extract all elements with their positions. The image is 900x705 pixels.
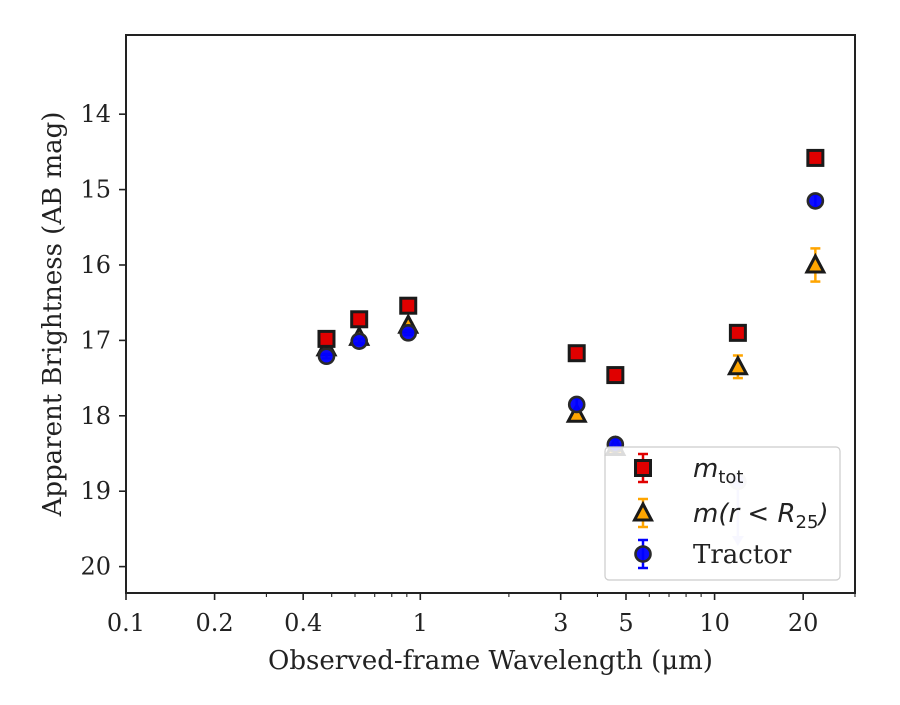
legend-marker-square <box>634 459 652 477</box>
y-tick-label: 20 <box>80 553 111 581</box>
data-point-circle <box>567 395 586 414</box>
data-point-circle <box>399 324 418 342</box>
y-tick-label: 18 <box>80 402 111 430</box>
x-tick-label: 0.2 <box>196 609 234 637</box>
marker-circle <box>567 395 586 414</box>
legend-entry: mtot <box>634 452 743 488</box>
data-point-square <box>567 344 586 363</box>
y-tick-label: 16 <box>80 251 111 279</box>
data-point-square <box>728 323 747 342</box>
marker-circle <box>806 192 825 210</box>
x-tick-label: 5 <box>618 609 633 637</box>
data-point-circle <box>806 192 825 210</box>
legend: mtot m(r < R25) Tractor <box>604 446 841 581</box>
x-tick-label: 1 <box>413 609 428 637</box>
legend-marker-triangle <box>632 500 654 522</box>
legend-label: Tractor <box>693 540 792 570</box>
x-tick-label: 0.1 <box>107 609 145 637</box>
y-tick-label: 15 <box>80 176 111 204</box>
legend-label-main: m(r < R <box>693 499 796 529</box>
x-tick-label: 20 <box>788 609 819 637</box>
legend-label: m(r < R25) <box>693 499 829 533</box>
data-point-triangle <box>804 247 827 283</box>
legend-entries: mtot m(r < R25) Tractor <box>632 452 829 570</box>
marker-triangle <box>726 354 749 376</box>
x-tick-label: 0.4 <box>284 609 322 637</box>
data-point-square <box>350 310 369 329</box>
legend-label-subscript: tot <box>718 467 743 488</box>
ticks-layer: 0.1 0.2 0.4 1 3 5 10 20 14 15 16 17 18 19 20 <box>80 100 856 637</box>
legend-label-tail: ) <box>816 499 828 529</box>
marker-square <box>728 323 747 342</box>
x-axis-label: Observed-frame Wavelength (μm) <box>268 646 713 676</box>
legend-label-main: m <box>693 454 718 484</box>
legend-label: mtot <box>693 454 743 488</box>
marker-circle <box>350 332 368 350</box>
y-tick-label: 19 <box>80 477 111 505</box>
y-tick-label: 14 <box>80 100 111 128</box>
data-point-circle <box>317 347 336 366</box>
series-square <box>317 148 825 385</box>
data-point-triangle <box>726 354 749 380</box>
legend-box <box>604 446 841 581</box>
y-tick-label: 17 <box>80 326 111 354</box>
data-point-circle <box>350 332 368 350</box>
x-tick-label: 10 <box>699 609 730 637</box>
marker-square <box>606 366 625 385</box>
legend-label-subscript: 25 <box>796 512 819 533</box>
data-point-square <box>606 366 625 385</box>
marker-triangle <box>804 252 827 274</box>
data-point-square <box>317 329 336 348</box>
marker-circle <box>399 324 418 342</box>
marker-triangle <box>565 402 588 423</box>
marker-circle <box>317 347 336 366</box>
data-point-square <box>806 148 825 167</box>
marker-square <box>806 148 825 167</box>
legend-entry: Tractor <box>634 538 792 570</box>
marker-square <box>399 296 418 315</box>
data-point-square <box>399 296 418 315</box>
marker-square <box>350 310 369 329</box>
y-axis-label: Apparent Brightness (AB mag) <box>38 112 68 518</box>
marker-square <box>567 344 586 363</box>
plot-frame <box>125 34 856 594</box>
legend-marker-circle <box>634 545 652 563</box>
x-tick-label: 3 <box>553 609 568 637</box>
legend-entry: m(r < R25) <box>632 497 829 533</box>
marker-square <box>317 329 336 348</box>
